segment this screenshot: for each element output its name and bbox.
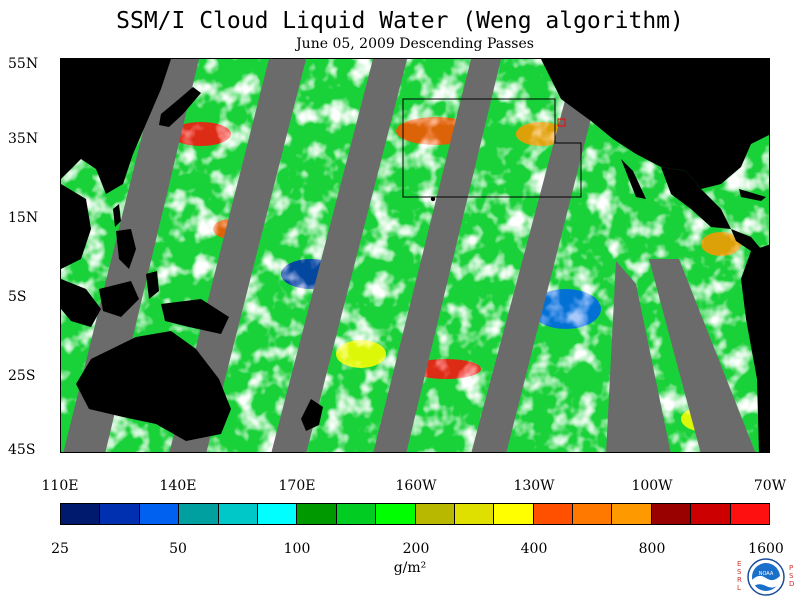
colorbar-cell [454,504,495,524]
colorbar-label-25: 25 [51,541,69,557]
colorbar-label-100: 100 [283,541,311,557]
colorbar-cell [533,504,574,524]
colorbar-cell [297,504,337,524]
noaa-logo: E S R L P S D NOAA [737,558,794,596]
colorbar-label-50: 50 [169,541,187,557]
colorbar-cell [494,504,534,524]
colorbar-cell [691,504,731,524]
small-region-box [557,118,566,127]
no-data-swaths [63,59,756,452]
lon-label-140e: 140E [159,478,197,494]
lon-label-110e: 110E [41,478,79,494]
colorbar-cell [100,504,140,524]
lat-label-55n: 55N [8,56,39,72]
colorbar-label-1600: 1600 [748,541,784,557]
lat-label-15n: 15N [8,210,39,226]
colorbar-cell [61,504,101,524]
logo-left-letter: R [737,576,742,584]
logo-right-letter: D [789,580,794,588]
colorbar-cell [415,504,455,524]
region-box [402,98,582,198]
noaa-bird-icon [752,575,780,588]
logo-left-letter: E [737,560,741,568]
map-subtitle: June 05, 2009 Descending Passes [296,36,534,52]
lat-label-25s: 25S [8,368,36,384]
colorbar-cell [573,504,613,524]
colorbar-cell [179,504,219,524]
colorbar-cell [218,504,258,524]
logo-left-letter: L [737,584,741,592]
map-title: SSM/I Cloud Liquid Water (Weng algorithm… [116,8,684,34]
lon-label-170e: 170E [278,478,316,494]
logo-left-letter: S [737,568,742,576]
lon-label-70w: 70W [753,478,787,494]
lat-label-45s: 45S [8,442,36,458]
colorbar-cell [257,504,298,524]
lon-label-160w: 160W [395,478,437,494]
lon-label-100w: 100W [631,478,673,494]
colorbar-units: g/m² [393,560,427,576]
colorbar-cell [612,504,652,524]
colorbar-cell [336,504,377,524]
noaa-logo-text: NOAA [759,571,774,577]
colorbar-cell [139,504,180,524]
lat-label-35n: 35N [8,131,39,147]
lon-label-130w: 130W [513,478,555,494]
colorbar-cell [376,504,416,524]
lat-label-5s: 5S [8,289,27,305]
colorbar-cell [730,504,770,524]
logo-right-letter: P [789,564,793,572]
map-panel [60,58,770,453]
colorbar-label-400: 400 [520,541,548,557]
colorbar-label-800: 800 [638,541,666,557]
land-masses [61,59,769,452]
colorbar [60,503,770,525]
colorbar-cell [651,504,692,524]
logo-right-letter: S [789,572,794,580]
map-svg [61,59,769,452]
colorbar-label-200: 200 [402,541,430,557]
